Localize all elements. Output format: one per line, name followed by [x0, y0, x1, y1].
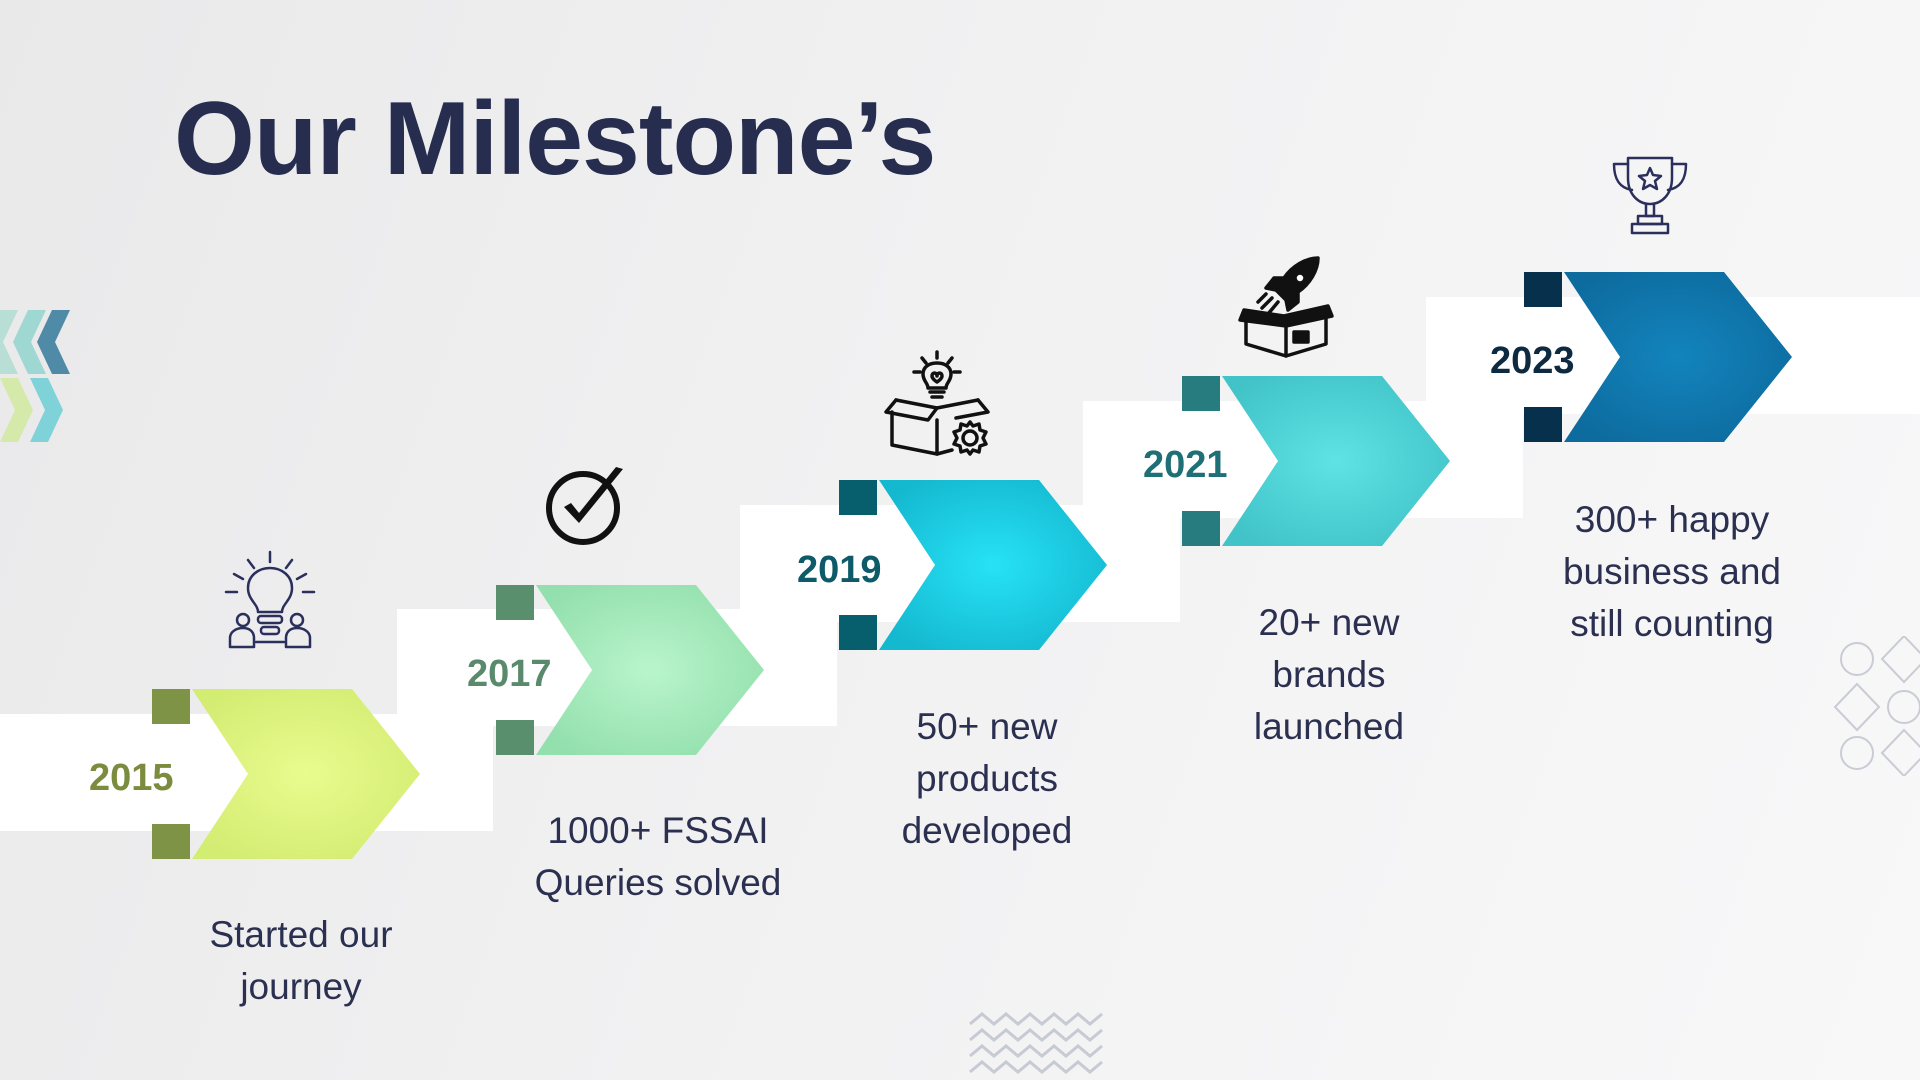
lightbulb-people-icon	[224, 550, 316, 649]
milestone-year-2017: 2017	[467, 653, 552, 695]
decorative-chevrons	[0, 310, 70, 442]
decorative-shapes	[1833, 636, 1920, 776]
milestone-chevron-2023	[1524, 272, 1792, 442]
milestone-chevron-2019	[839, 480, 1107, 650]
milestone-year-2021: 2021	[1143, 444, 1228, 486]
milestone-year-2023: 2023	[1490, 340, 1575, 382]
trophy-icon	[1612, 156, 1688, 235]
milestone-description-2023: 300+ happy business and still counting	[1562, 499, 1782, 644]
page-title: Our Milestone’s	[174, 81, 936, 197]
milestone-year-2015: 2015	[89, 757, 174, 799]
decorative-zigzag	[969, 1012, 1103, 1074]
milestone-year-2019: 2019	[797, 549, 882, 591]
milestone-description-2019: 50+ new products developed	[901, 706, 1073, 851]
milestone-description-2021: 20+ new brands launched	[1253, 602, 1405, 747]
milestone-chevron-2017	[496, 585, 764, 755]
rocket-box-icon	[1238, 256, 1334, 358]
milestone-description-2017: 1000+ FSSAI Queries solved	[534, 810, 782, 903]
milestone-chevron-2015	[152, 689, 420, 859]
milestone-description-2015: Started our journey	[209, 914, 393, 1007]
checkmark-circle-icon	[546, 467, 623, 545]
milestone-chevron-2021	[1182, 376, 1450, 546]
box-lightbulb-gear-icon	[884, 350, 990, 456]
